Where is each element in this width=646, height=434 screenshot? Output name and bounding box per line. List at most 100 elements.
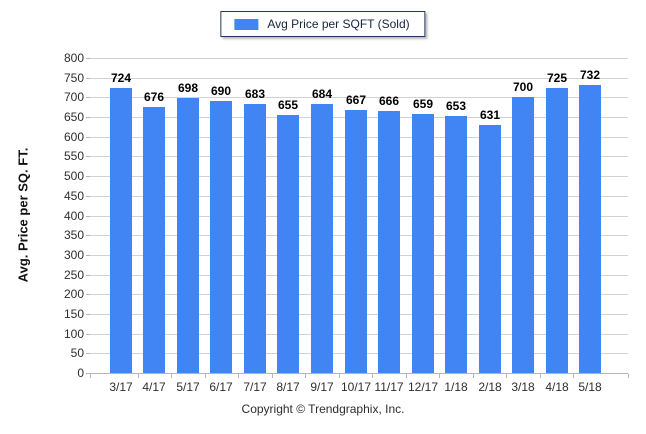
bar [311,104,333,373]
y-axis-tick [86,97,90,98]
legend: Avg Price per SQFT (Sold) [220,11,426,37]
y-axis-tick [86,353,90,354]
y-tick-label: 400 [63,209,84,223]
y-tick-label: 500 [63,169,84,183]
y-tick-label: 0 [77,366,84,380]
x-tick-label: 7/17 [243,380,267,394]
y-axis-tick [86,156,90,157]
bar-value-label: 655 [277,98,299,112]
legend-label: Avg Price per SQFT (Sold) [267,17,410,31]
y-tick-label: 200 [63,287,84,301]
x-axis-tick [540,374,541,378]
x-axis-tick [205,374,206,378]
x-axis-tick [305,374,306,378]
x-tick-label: 12/17 [407,380,439,394]
bar-value-label: 683 [244,87,266,101]
y-tick-label: 300 [63,248,84,262]
bar [143,107,165,373]
x-tick-label: 6/17 [209,380,233,394]
x-tick-label: 4/17 [142,380,166,394]
bar-value-label: 653 [445,99,467,113]
x-tick-label: 5/18 [578,380,602,394]
y-tick-label: 750 [63,71,84,85]
y-axis-tick [86,137,90,138]
y-axis-tick [86,314,90,315]
bar [210,101,232,373]
y-axis-tick [86,275,90,276]
bar-value-label: 732 [579,68,601,82]
x-tick-label: 4/18 [545,380,569,394]
bar-value-label: 698 [177,81,199,95]
bar [546,88,568,373]
y-tick-label: 350 [63,228,84,242]
bar [512,97,534,373]
bar [244,104,266,373]
gridline [90,58,628,59]
x-tick-label: 5/17 [176,380,200,394]
y-tick-label: 50 [70,346,84,360]
bar-value-label: 667 [345,93,367,107]
y-axis-tick [86,58,90,59]
x-axis-tick [90,374,91,378]
bar [110,88,132,373]
bar [345,110,367,373]
y-tick-label: 800 [63,51,84,65]
gridline [90,78,628,79]
x-axis-tick [339,374,340,378]
bar-value-label: 700 [512,80,534,94]
x-tick-label: 11/17 [374,380,404,394]
y-axis-tick [86,78,90,79]
bar [277,115,299,373]
bar [412,114,434,373]
gridline [90,97,628,98]
y-axis-tick [86,216,90,217]
bar [445,116,467,373]
x-axis-tick [406,374,407,378]
x-axis-tick [439,374,440,378]
y-tick-label: 450 [63,189,84,203]
bar-value-label: 724 [110,71,132,85]
bar-value-label: 676 [143,90,165,104]
x-axis-tick [171,374,172,378]
y-tick-label: 550 [63,149,84,163]
bar-value-label: 666 [378,94,400,108]
y-axis-tick [86,235,90,236]
x-axis-tick [272,374,273,378]
x-axis-tick [372,374,373,378]
x-tick-label: 3/18 [511,380,535,394]
legend-swatch [234,18,259,30]
x-axis-tick [238,374,239,378]
x-axis-tick [138,374,139,378]
y-axis-tick [86,255,90,256]
y-tick-label: 150 [63,307,84,321]
y-axis-tick [86,294,90,295]
y-axis-tick [86,373,90,374]
copyright-text: Copyright © Trendgraphix, Inc. [241,402,405,416]
x-axis-tick [506,374,507,378]
bar [177,98,199,373]
bar [479,125,501,373]
x-tick-label: 3/17 [109,380,133,394]
bar-value-label: 684 [311,87,333,101]
x-tick-label: 10/17 [340,380,372,394]
x-tick-label: 2/18 [478,380,502,394]
x-axis-tick [573,374,574,378]
bar [579,85,601,373]
x-axis-tick [473,374,474,378]
x-tick-label: 8/17 [276,380,300,394]
y-tick-label: 100 [63,327,84,341]
y-axis-tick [86,117,90,118]
x-axis-line [90,373,628,374]
x-axis-tick [628,374,629,378]
bar-value-label: 631 [479,108,501,122]
y-tick-label: 650 [63,110,84,124]
y-tick-label: 600 [63,130,84,144]
bar [378,111,400,373]
bar-value-label: 690 [210,84,232,98]
x-tick-label: 1/18 [444,380,468,394]
bar-value-label: 659 [412,97,434,111]
bar-value-label: 725 [546,71,568,85]
y-tick-label: 250 [63,268,84,282]
